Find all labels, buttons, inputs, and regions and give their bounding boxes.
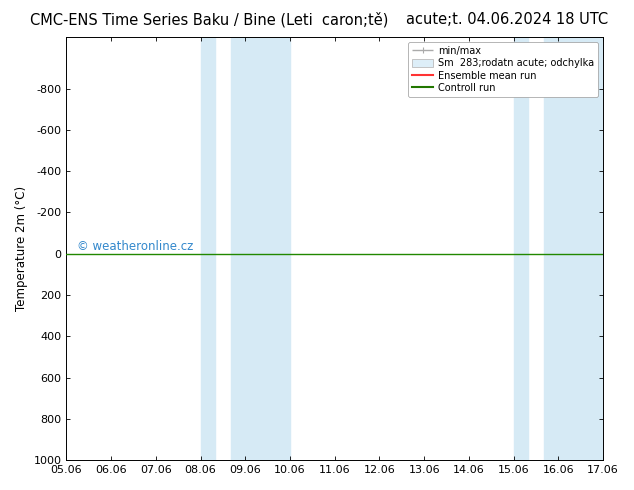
Bar [514, 37, 528, 460]
Y-axis label: Temperature 2m (°C): Temperature 2m (°C) [15, 186, 28, 311]
Text: acute;t. 04.06.2024 18 UTC: acute;t. 04.06.2024 18 UTC [406, 12, 608, 27]
Legend: min/max, Sm  283;rodatn acute; odchylka, Ensemble mean run, Controll run: min/max, Sm 283;rodatn acute; odchylka, … [408, 42, 598, 97]
Text: © weatheronline.cz: © weatheronline.cz [77, 240, 193, 253]
Bar [200, 37, 216, 460]
Bar [543, 37, 603, 460]
Bar [231, 37, 290, 460]
Text: CMC-ENS Time Series Baku / Bine (Leti  caron;tě): CMC-ENS Time Series Baku / Bine (Leti ca… [30, 12, 389, 28]
